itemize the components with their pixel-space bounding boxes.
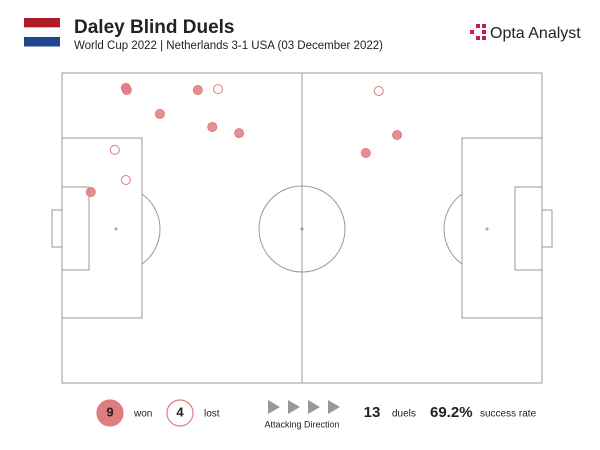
duel-point bbox=[373, 85, 384, 96]
duel-point bbox=[121, 85, 132, 96]
duel-point bbox=[213, 84, 223, 95]
legend-label: lost bbox=[204, 409, 220, 420]
legend-count: 4 bbox=[176, 404, 184, 419]
duel-point bbox=[154, 108, 165, 119]
pitch bbox=[51, 72, 553, 384]
duel-point bbox=[109, 144, 120, 155]
legend-count: 9 bbox=[106, 404, 113, 419]
legend-marker bbox=[166, 399, 194, 427]
duel-point bbox=[192, 85, 203, 96]
subtitle: World Cup 2022 | Netherlands 3-1 USA (03… bbox=[74, 40, 383, 52]
success-rate: 69.2% bbox=[430, 404, 473, 421]
duel-point bbox=[234, 128, 245, 139]
direction-label: Attacking Direction bbox=[264, 419, 339, 429]
duel-point bbox=[360, 147, 371, 158]
brand: Opta Analyst bbox=[490, 25, 581, 42]
brand-logo bbox=[470, 24, 486, 40]
legend-marker bbox=[96, 399, 124, 427]
duel-point bbox=[85, 187, 96, 198]
duel-point bbox=[120, 174, 131, 185]
direction-arrows bbox=[268, 400, 340, 414]
duel-point bbox=[392, 130, 403, 140]
legend-label: won bbox=[133, 409, 152, 420]
success-label: success rate bbox=[480, 409, 537, 420]
chart-title: Daley Blind Duels bbox=[74, 17, 235, 38]
total-duels: 13 bbox=[364, 404, 381, 421]
flag bbox=[23, 18, 61, 47]
total-label: duels bbox=[392, 409, 416, 420]
duel-point bbox=[207, 121, 218, 132]
